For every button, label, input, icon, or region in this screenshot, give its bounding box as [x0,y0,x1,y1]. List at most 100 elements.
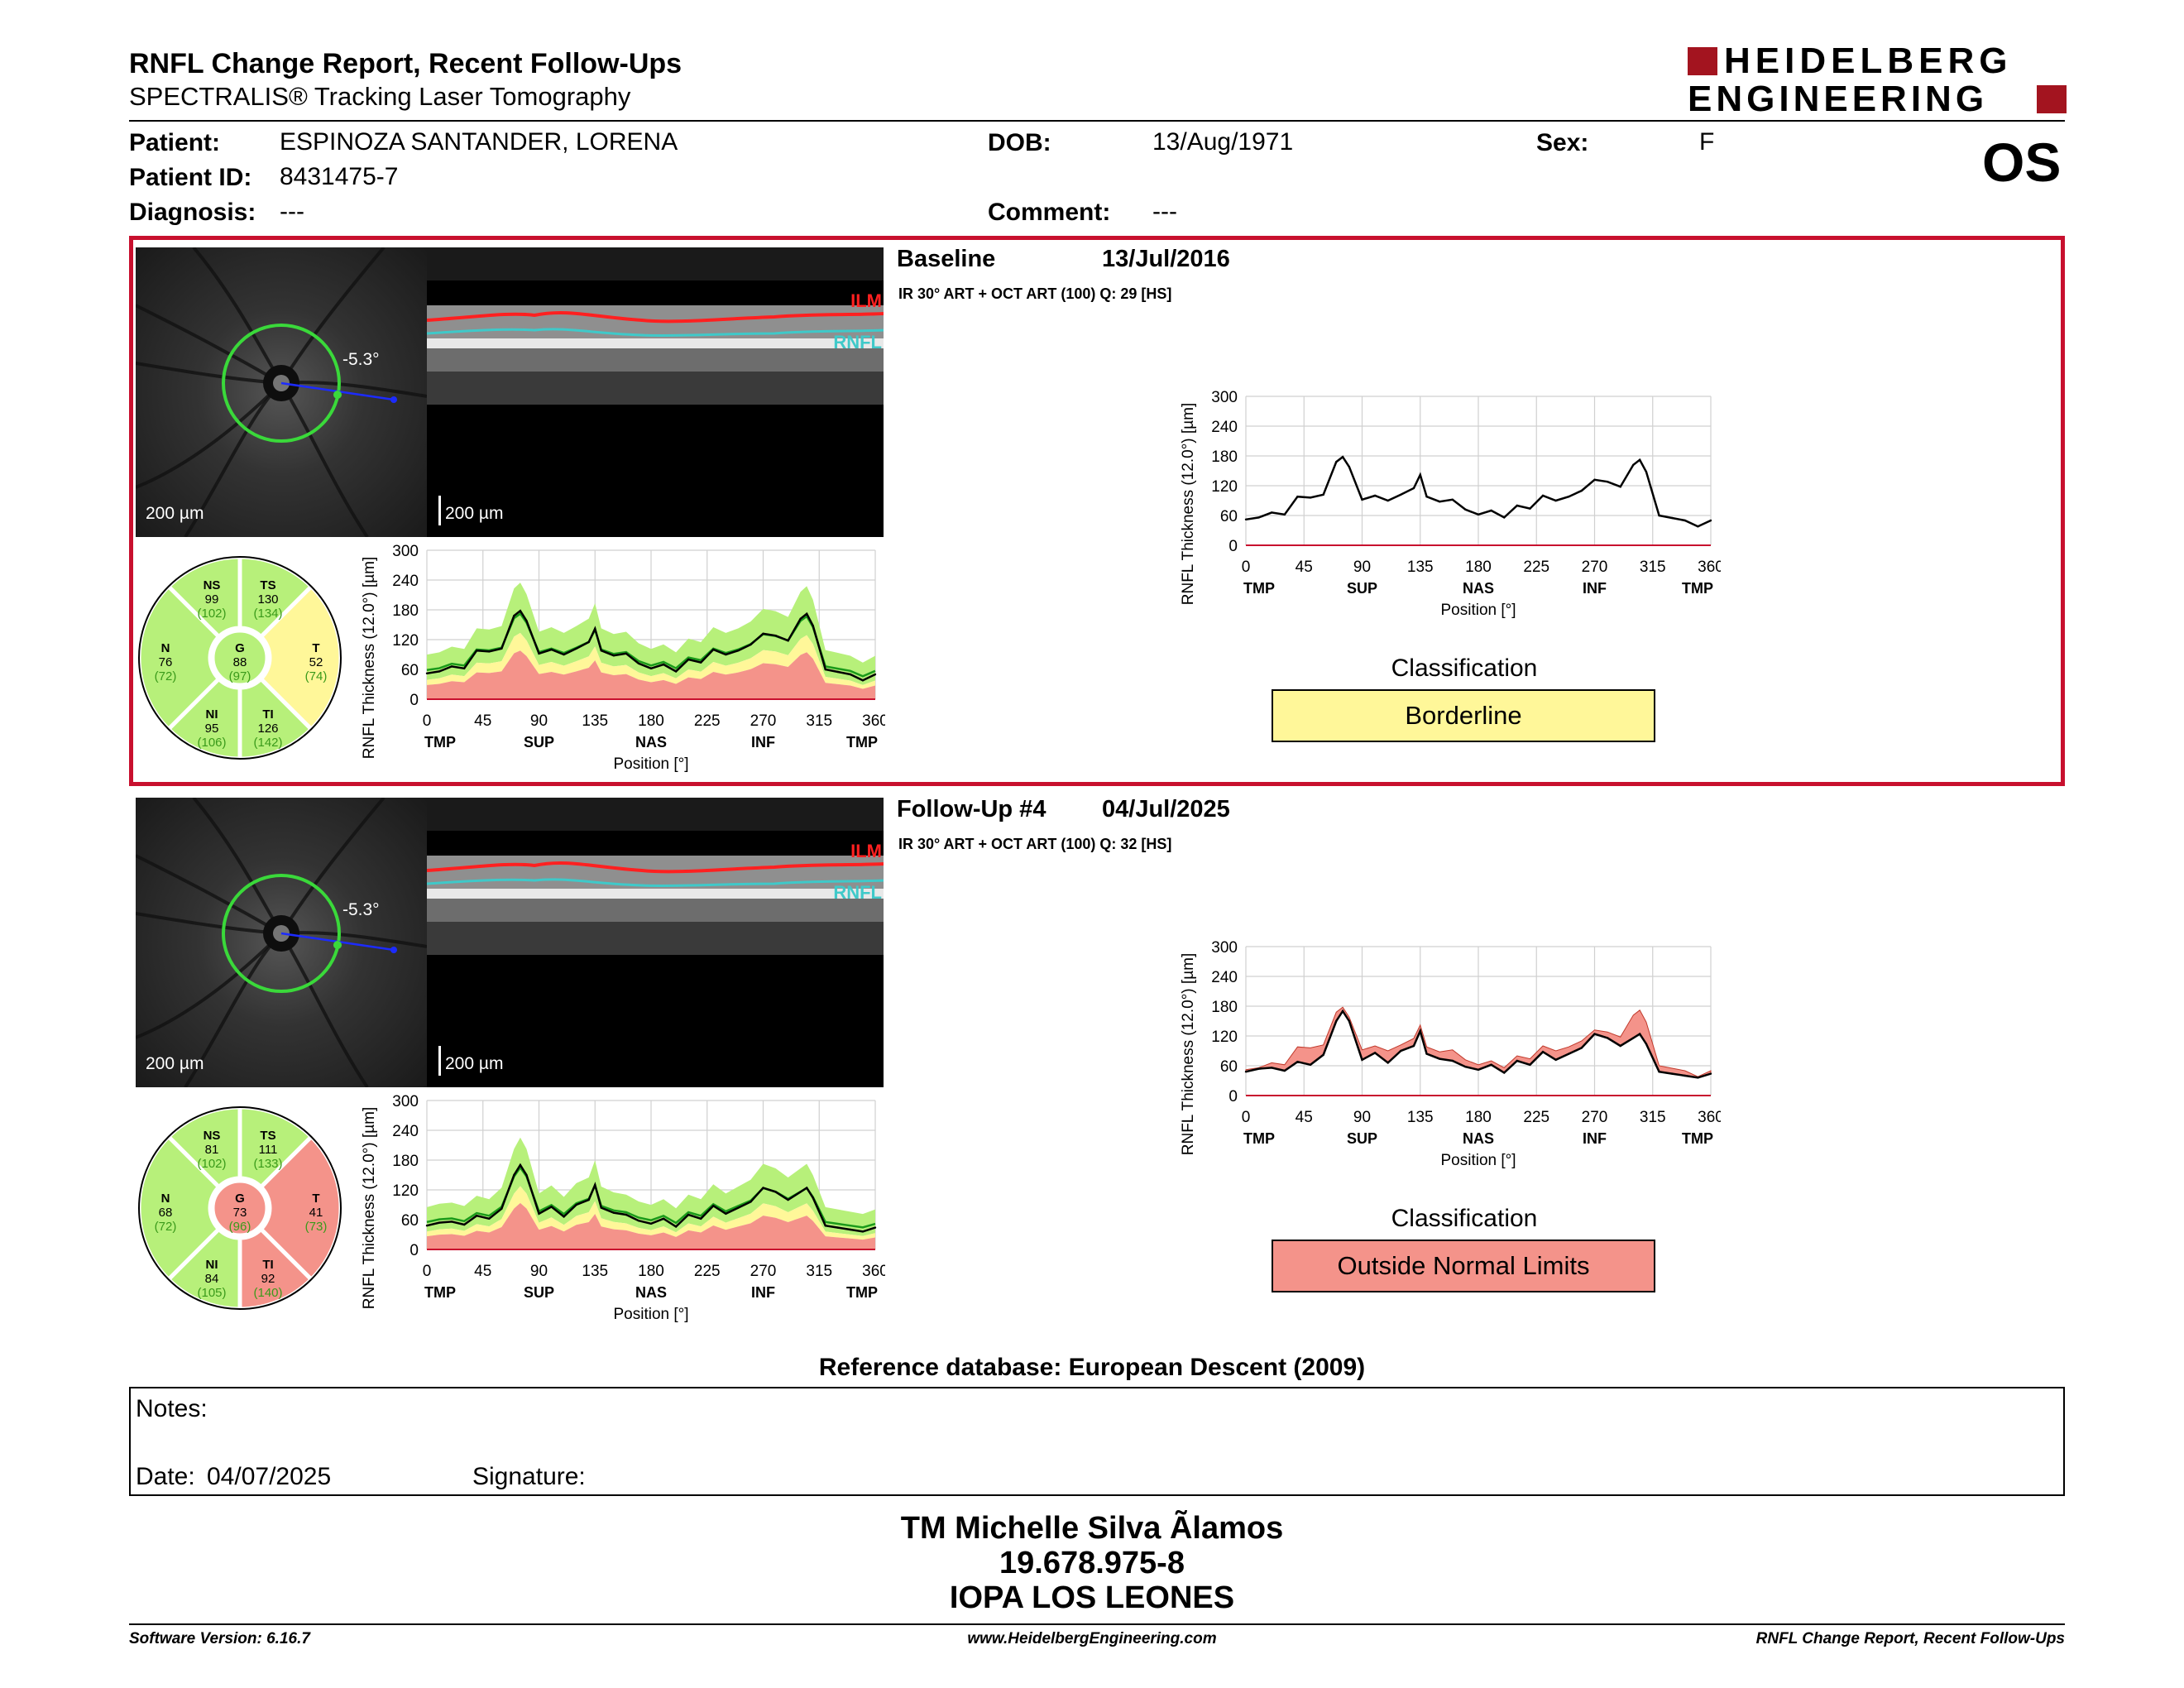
data-point [1554,1058,1557,1061]
sector-ns [165,1105,242,1191]
report-title: RNFL Change Report, Recent Follow-Ups [129,48,682,79]
y-tick-label: 240 [392,1123,419,1140]
brand-line1: HEIDELBERG [1724,41,2013,81]
signatory-name: TM Michelle Silva Ãlamos [900,1511,1284,1546]
x-tick-label: 135 [1407,1109,1434,1126]
data-point [594,1183,596,1187]
data-point [462,1223,466,1226]
data-point [525,1173,528,1177]
sector-ref-g: (96) [228,1220,251,1234]
y-tick-label: 0 [410,1242,419,1259]
x-tick-label: 90 [530,1263,548,1280]
fundus-scale-label: 200 µm [146,1054,204,1073]
sector-ref-t: (73) [304,1220,328,1234]
sex-value: F [1699,128,1715,156]
x-tick-label: 270 [750,1263,777,1280]
sector-axis-label: SUP [524,1284,554,1301]
sector-axis-label: TMP [1243,1130,1275,1147]
x-tick-label: 315 [806,1263,832,1280]
data-point [575,1203,577,1206]
data-point [1322,1053,1324,1056]
data-point [1348,1019,1351,1023]
data-point [1309,1063,1312,1066]
sector-label-g: G [235,1192,245,1206]
brand-logo: HEIDELBERG ENGINEERING [1688,41,2070,119]
data-point [563,1216,565,1218]
outside-band [427,1202,875,1249]
sector-axis-label: INF [1583,1130,1607,1147]
data-point [1684,1074,1686,1077]
data-point [600,1206,602,1209]
footer-divider [129,1623,2065,1625]
patient-id: 8431475-7 [280,163,399,190]
data-point [1638,1033,1641,1035]
data-point [687,1213,690,1216]
sector-axis-label: SUP [1347,1130,1377,1147]
x-axis-title: Position [°] [613,1306,688,1323]
data-point [787,1198,789,1201]
data-point [1632,1037,1635,1039]
sector-g [210,1178,270,1238]
data-point [1438,1057,1441,1060]
sector-value-n: 68 [158,1206,173,1220]
data-point [1296,1061,1299,1063]
data-point [1516,1059,1519,1062]
signatory-id: 19.678.975-8 [999,1546,1185,1580]
report-subtitle: SPECTRALIS® Tracking Laser Tomography [129,82,631,111]
data-point [538,1212,540,1215]
y-axis-title: RNFL Thickness (12.0°) [µm] [361,1107,378,1310]
data-point [1658,1071,1660,1073]
sector-label-ns: NS [203,1129,221,1143]
logo-square-bottom [2037,85,2067,113]
x-tick-label: 90 [1353,1109,1371,1126]
sector-value-t: 41 [309,1206,323,1220]
data-point [1335,1019,1338,1023]
x-tick-label: 135 [582,1263,608,1280]
baseline-panel-frame [129,236,2065,786]
data-point [712,1205,715,1207]
data-point [438,1221,441,1224]
data-point [700,1217,702,1220]
data-point [812,1196,814,1199]
sector-ref-ni: (105) [197,1286,227,1300]
x-tick-label: 270 [1582,1109,1608,1126]
classification-badge: Outside Normal Limits [1272,1240,1655,1292]
data-point [1645,1043,1648,1045]
data-point [1271,1067,1273,1069]
rnfl-thickness-line [1245,1009,1712,1079]
data-point [1580,1047,1583,1049]
sector-axis-label: NAS [1463,1130,1494,1147]
fundus-image: -5.3° 200 µm [136,798,427,1087]
signature-label: Signature: [472,1463,586,1490]
sector-n [136,1134,223,1283]
sector-axis-label: NAS [635,1284,667,1301]
data-point [612,1211,615,1214]
data-point [1568,1053,1570,1055]
sector-ref-ns: (102) [197,1157,227,1171]
brand-line2: ENGINEERING [1688,79,1989,119]
data-point [662,1217,665,1220]
borderline-band [427,1186,875,1240]
rnfl-chart-small: 0 60 120 180 240 300 0 45 90 135 180 225 270 315 360 TM… [356,1092,888,1365]
data-point [774,1191,777,1193]
exam-title: Follow-Up #4 [897,796,1046,822]
normative-mean-line [426,1165,876,1229]
data-point [836,1226,840,1229]
reference-database: Reference database: European Descent (20… [818,1354,1366,1381]
rnfl-label: RNFL [833,882,882,903]
classification-title: Classification [1391,1205,1538,1232]
data-point [674,1225,678,1228]
y-tick-label: 120 [392,1182,419,1200]
header-divider [129,120,2065,122]
notes-date-label: Date: [136,1463,195,1490]
x-tick-label: 180 [638,1263,664,1280]
angle-label: -5.3° [342,900,380,919]
data-point [737,1206,740,1209]
sector-ref-ti: (140) [253,1286,283,1300]
data-point [1464,1066,1467,1068]
data-point [550,1206,553,1208]
y-tick-label: 180 [1211,999,1238,1016]
data-point [476,1215,478,1217]
exam-date: 04/Jul/2025 [1102,796,1230,822]
software-version: Software Version: 6.16.7 [129,1630,310,1647]
